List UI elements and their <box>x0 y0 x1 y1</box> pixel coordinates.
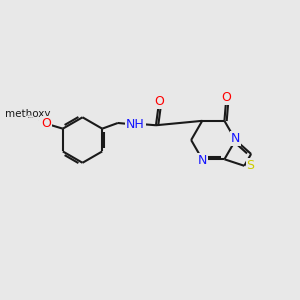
Text: methoxy: methoxy <box>28 117 34 118</box>
Text: N: N <box>197 154 207 166</box>
Text: methoxy2: methoxy2 <box>26 115 33 116</box>
Text: O: O <box>41 117 51 130</box>
Text: methoxy: methoxy <box>5 109 50 119</box>
Text: O: O <box>154 95 164 108</box>
Text: O: O <box>40 116 50 129</box>
Text: NH: NH <box>126 118 145 130</box>
Text: S: S <box>247 159 254 172</box>
Text: O: O <box>221 91 231 104</box>
Text: N: N <box>231 132 240 145</box>
